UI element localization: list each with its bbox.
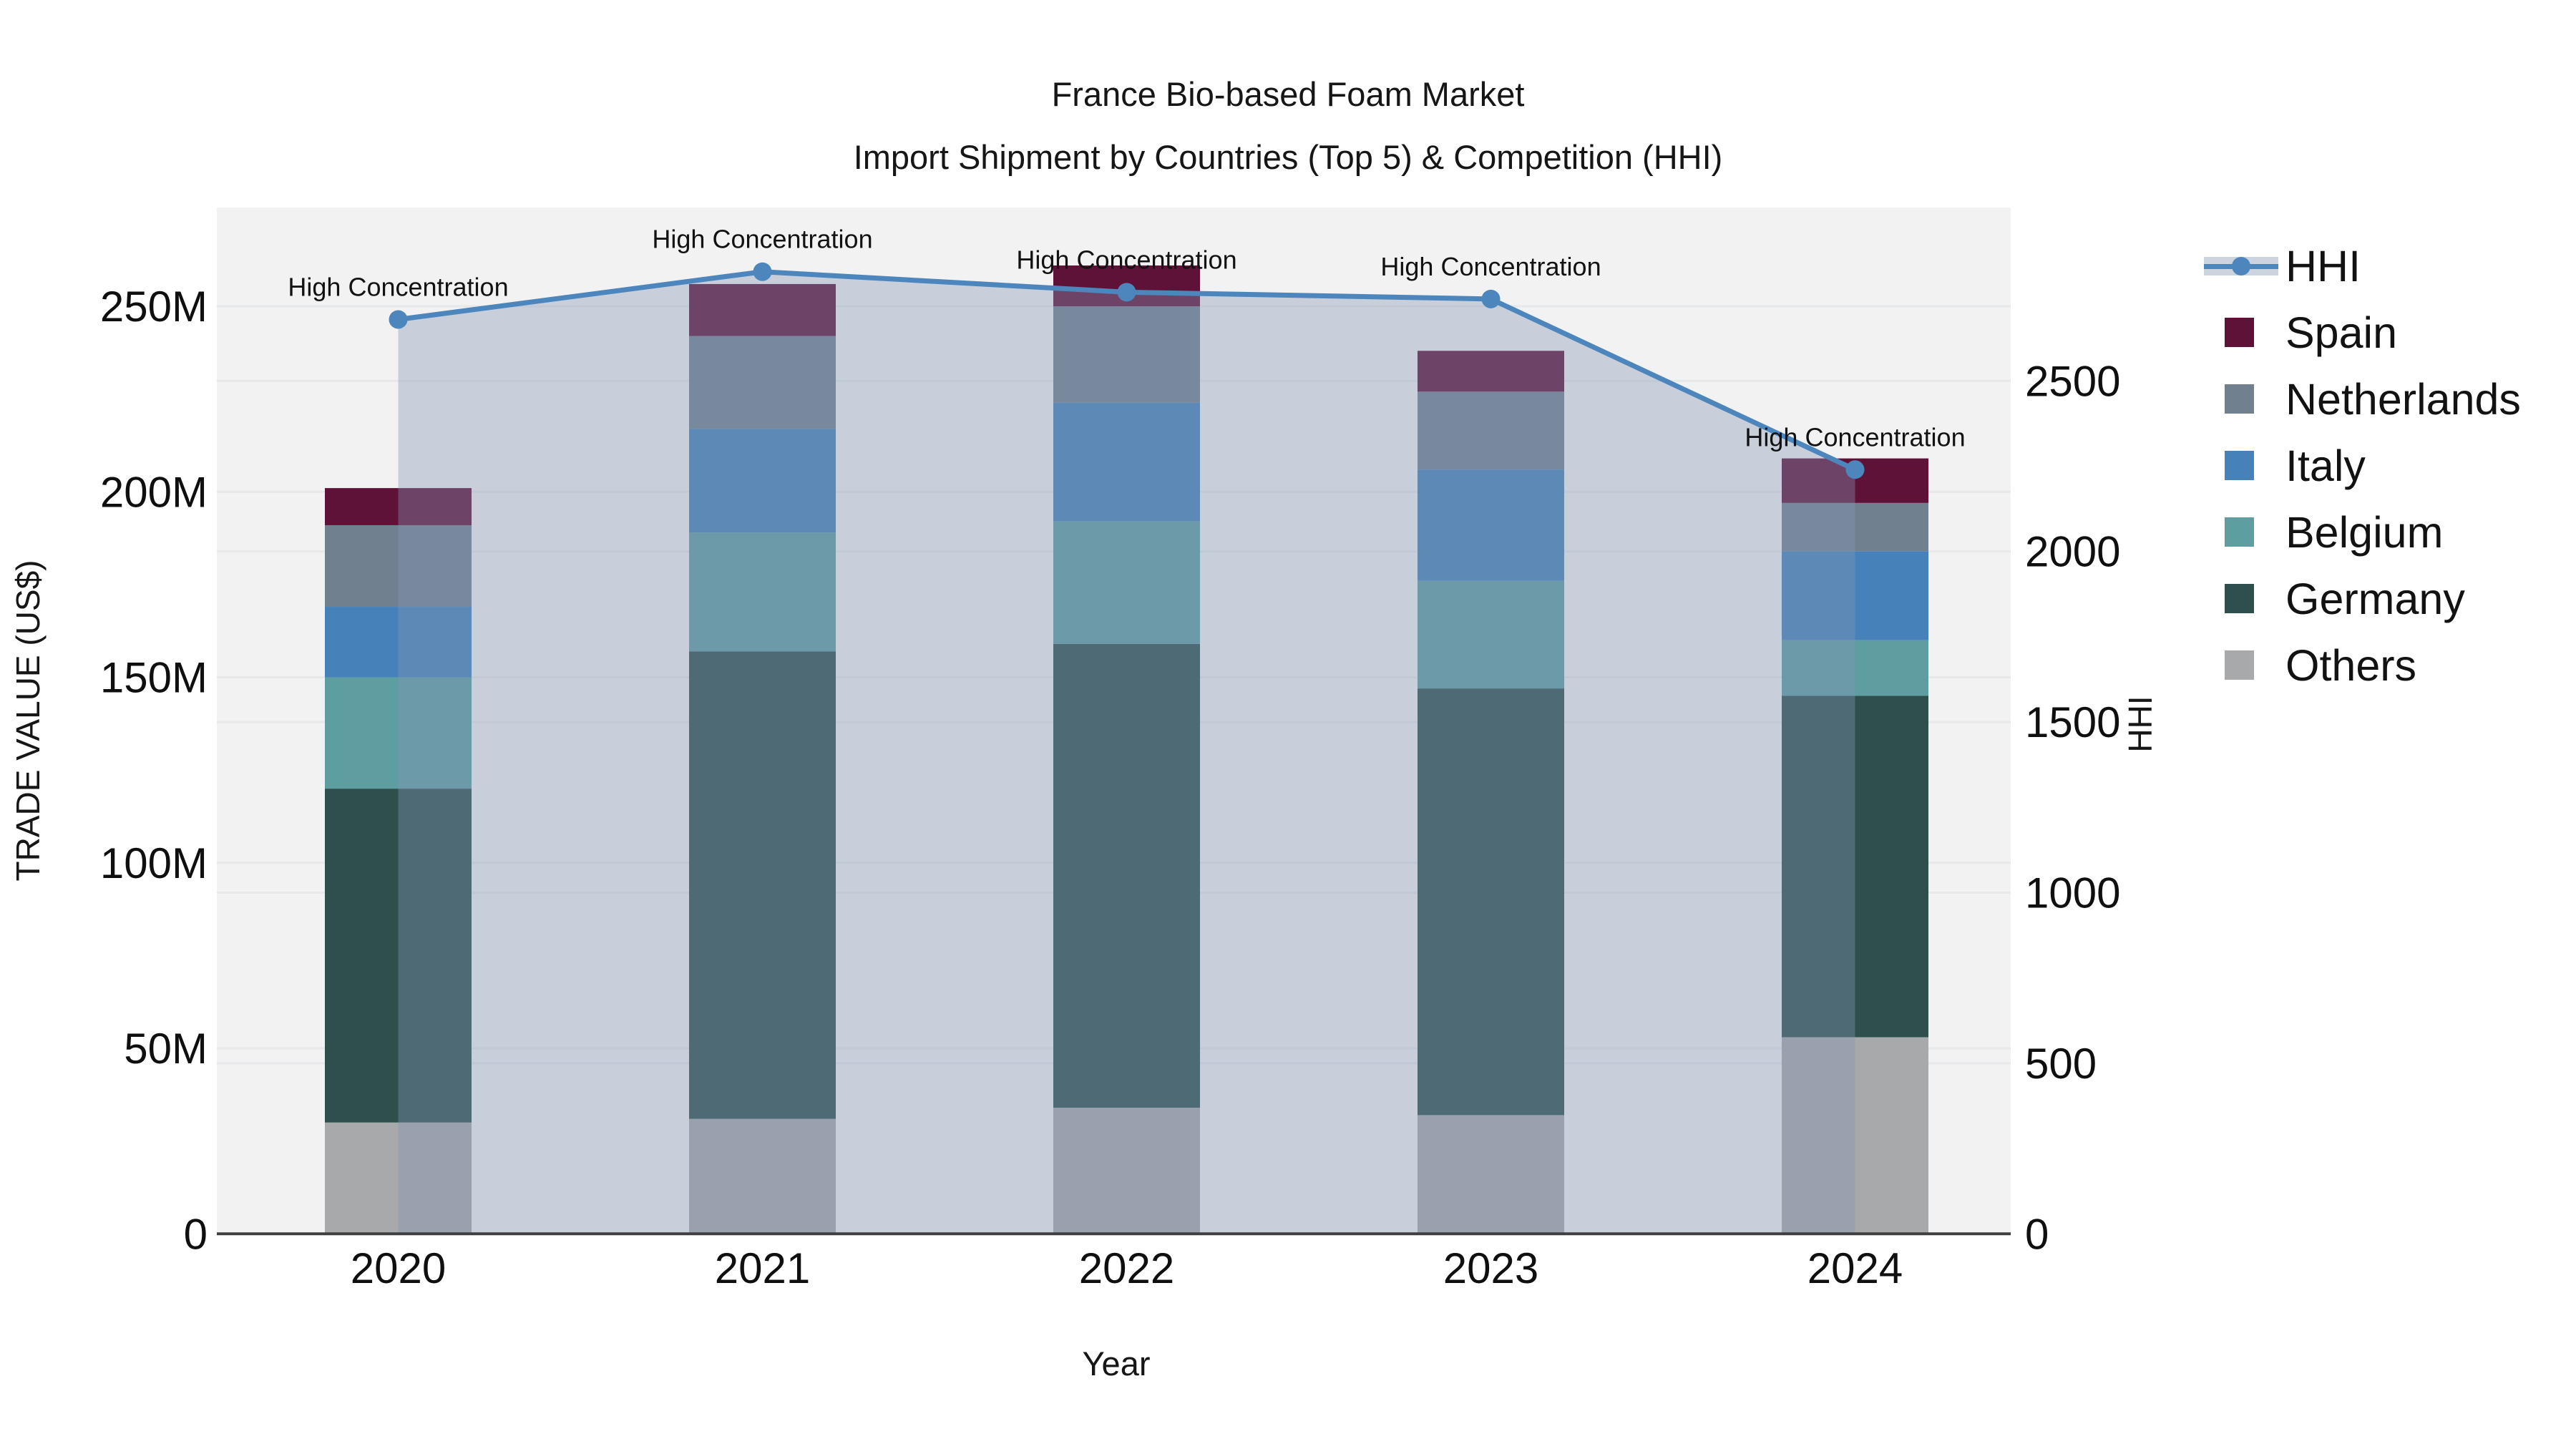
y-left-tick-0: 0 [184,1210,208,1258]
bar-segment-2021-belgium[interactable] [689,532,836,652]
x-tick-2021: 2021 [715,1244,810,1292]
legend-label-italy: Italy [2285,441,2366,490]
legend-swatch-others [2225,650,2254,680]
legend-item-others[interactable]: Others [2204,632,2521,698]
x-tick-2020: 2020 [351,1244,446,1292]
bar-segment-2024-belgium[interactable] [1782,640,1928,696]
bar-segment-2021-spain[interactable] [689,283,836,336]
bar-segment-2020-netherlands[interactable] [325,525,472,608]
hhi-line-layer [389,262,1865,479]
bar-segment-2023-belgium[interactable] [1418,580,1564,689]
legend-swatch-italy [2225,451,2254,480]
y-left-tick-200M: 200M [100,468,208,516]
bar-segment-2021-germany[interactable] [689,651,836,1119]
chart-title-line2: Import Shipment by Countries (Top 5) & C… [853,138,1723,176]
bar-segment-2023-italy[interactable] [1418,469,1564,581]
x-tick-2022: 2022 [1079,1244,1174,1292]
x-tick-2023: 2023 [1443,1244,1538,1292]
annotation-2024: High Concentration [1745,422,1965,452]
y-left-tick-50M: 50M [124,1025,208,1073]
legend-item-spain[interactable]: Spain [2204,299,2521,366]
bar-segment-2024-others[interactable] [1782,1037,1928,1234]
bar-segment-2023-netherlands[interactable] [1418,391,1564,470]
y-right-tick-1000: 1000 [2025,869,2120,917]
bar-segment-2024-italy[interactable] [1782,551,1928,640]
x-tick-2024: 2024 [1807,1244,1903,1292]
bars-layer [325,265,1928,1234]
bar-segment-2023-others[interactable] [1418,1115,1564,1234]
bar-segment-2021-netherlands[interactable] [689,336,836,429]
legend-label-germany: Germany [2285,574,2465,623]
y-right-tick-0: 0 [2025,1210,2049,1258]
bar-segment-2023-germany[interactable] [1418,688,1564,1116]
bar-segment-2020-germany[interactable] [325,789,472,1123]
bar-segment-2020-italy[interactable] [325,607,472,678]
bar-segment-2021-italy[interactable] [689,429,836,533]
legend-item-netherlands[interactable]: Netherlands [2204,366,2521,432]
legend-label-spain: Spain [2285,308,2398,357]
hhi-marker-2020[interactable] [389,310,408,329]
annotation-2023: High Concentration [1380,252,1601,281]
legend-label-belgium: Belgium [2285,507,2444,557]
y-right-tick-2000: 2000 [2025,528,2120,576]
legend-swatch-netherlands [2225,384,2254,414]
legend-item-hhi[interactable]: HHI [2204,233,2521,299]
legend-label-others: Others [2285,640,2417,690]
bar-segment-2022-netherlands[interactable] [1053,306,1200,403]
legend: HHI Spain Netherlands Italy Belgium Germany Ot… [2204,233,2521,698]
annotations-layer: High Concentration High Concentration High… [288,225,1965,452]
y-left-tick-100M: 100M [100,839,208,887]
hhi-area-fill [398,271,1855,1234]
annotation-2021: High Concentration [652,225,872,254]
annotation-2022: High Concentration [1016,245,1236,274]
bar-segment-2023-spain[interactable] [1418,351,1564,392]
chart-title: France Bio-based Foam Market Import Ship… [0,63,2576,189]
bar-segment-2021-others[interactable] [689,1118,836,1234]
y-axis-left-title: TRADE VALUE (US$) [9,560,47,881]
hhi-area-fill-layer [398,271,1855,1234]
bar-segment-2020-spain[interactable] [325,488,472,525]
y-left-tick-250M: 250M [100,283,208,331]
bar-segment-2022-others[interactable] [1053,1108,1200,1234]
bar-segment-2022-belgium[interactable] [1053,521,1200,644]
hhi-marker-2024[interactable] [1845,460,1865,479]
y-right-tick-500: 500 [2025,1040,2097,1088]
chart-title-line1: France Bio-based Foam Market [1051,75,1525,113]
x-axis-title: Year [1083,1345,1151,1382]
legend-item-belgium[interactable]: Belgium [2204,499,2521,565]
bar-segment-2020-others[interactable] [325,1122,472,1234]
bar-segment-2020-belgium[interactable] [325,677,472,789]
legend-swatch-germany [2225,584,2254,613]
y-right-tick-2500: 2500 [2025,357,2120,405]
bar-segment-2024-germany[interactable] [1782,696,1928,1038]
y-left-tick-150M: 150M [100,654,208,702]
annotation-2020: High Concentration [288,272,508,301]
legend-hhi-line-icon [2204,256,2278,275]
hhi-marker-2023[interactable] [1481,289,1501,308]
legend-label-hhi: HHI [2285,241,2361,291]
bar-segment-2024-netherlands[interactable] [1782,502,1928,552]
hhi-marker-2022[interactable] [1117,283,1136,302]
legend-swatch-spain [2225,318,2254,347]
legend-label-netherlands: Netherlands [2285,374,2521,424]
y-right-tick-1500: 1500 [2025,698,2120,746]
legend-swatch-belgium [2225,517,2254,547]
legend-item-italy[interactable]: Italy [2204,432,2521,499]
hhi-marker-2021[interactable] [753,262,772,281]
bar-segment-2022-italy[interactable] [1053,402,1200,522]
y-axis-right-title: HHI [2122,696,2159,752]
axes-layer: 0 50M 100M 150M 200M 250M 0 500 1000 1500 2000 2500… [100,283,2121,1292]
bar-segment-2022-germany[interactable] [1053,643,1200,1108]
legend-item-germany[interactable]: Germany [2204,565,2521,632]
